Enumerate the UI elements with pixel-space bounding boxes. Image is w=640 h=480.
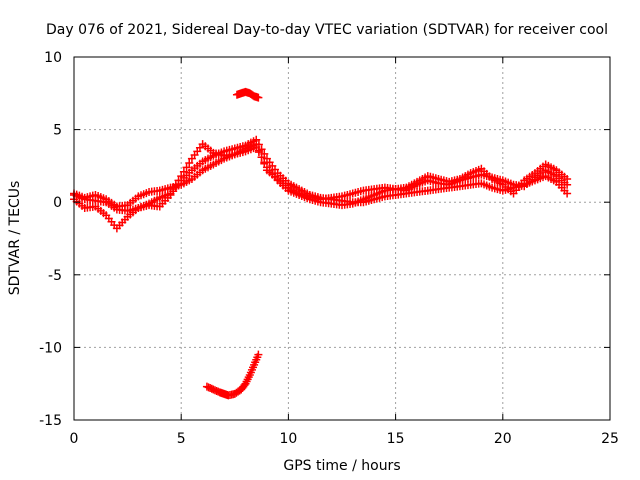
- data-point: [260, 159, 269, 168]
- x-tick-label: 25: [601, 431, 619, 447]
- y-axis-label: SDTVAR / TECUs: [7, 181, 23, 296]
- axis-ticks: 0 5 10 15 20 25 -15 -10 -5 0 5 10: [39, 50, 619, 447]
- data-point: [563, 189, 572, 198]
- data-point: [177, 172, 186, 181]
- x-tick-label: 20: [494, 431, 512, 447]
- y-tick-label: -5: [48, 268, 62, 284]
- data-point: [254, 350, 263, 359]
- data-point: [185, 158, 194, 167]
- y-tick-label: -10: [39, 340, 62, 356]
- grid-lines: [74, 57, 610, 420]
- series-lower-segment: [202, 350, 263, 400]
- chart-title: Day 076 of 2021, Sidereal Day-to-day VTE…: [46, 22, 608, 38]
- data-point: [254, 93, 263, 102]
- series-upper-segment: [232, 87, 263, 102]
- data-point: [257, 153, 266, 162]
- data-point: [563, 180, 572, 189]
- plot-frame: [73, 56, 611, 421]
- data-point: [254, 146, 263, 155]
- x-tick-label: 0: [70, 431, 79, 447]
- data-point: [182, 163, 191, 172]
- y-tick-label: 0: [53, 195, 62, 211]
- data-point: [179, 167, 188, 176]
- x-axis-label: GPS time / hours: [283, 458, 400, 474]
- x-tick-label: 10: [279, 431, 297, 447]
- y-tick-label: -15: [39, 413, 62, 429]
- y-tick-label: 5: [53, 123, 62, 139]
- series-track-b: [70, 140, 572, 233]
- y-tick-label: 10: [44, 50, 62, 66]
- series-track-c: [70, 140, 572, 211]
- x-tick-label: 15: [387, 431, 405, 447]
- x-tick-label: 5: [177, 431, 186, 447]
- data-series: [70, 87, 572, 400]
- data-point: [252, 140, 261, 149]
